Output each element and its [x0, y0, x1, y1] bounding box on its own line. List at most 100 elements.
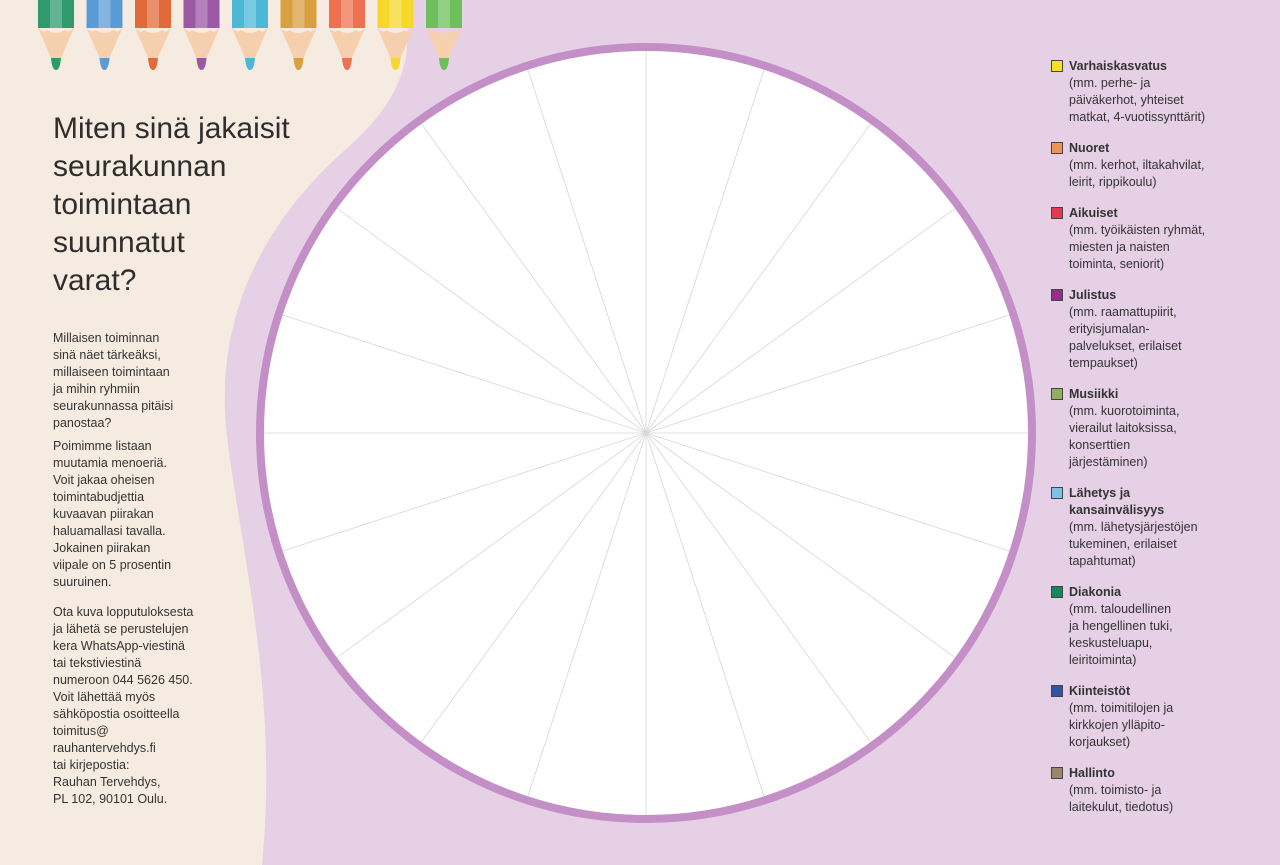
text-line: tai kirjepostia: — [53, 758, 130, 772]
legend-swatch — [1051, 586, 1063, 598]
text-line: sinä näet tärkeäksi, — [53, 348, 161, 362]
pencil — [329, 0, 365, 70]
text-line: ja lähetä se perustelujen — [53, 622, 189, 636]
legend-swatch — [1051, 207, 1063, 219]
legend-name-line: Diakonia — [1069, 585, 1122, 599]
title: Miten sinä jakaisit seurakunnan toimintaan… — [53, 110, 290, 300]
pencil-body — [329, 0, 365, 28]
text-line: sähköpostia osoitteella — [53, 707, 180, 721]
slice-line — [645, 69, 765, 434]
slice-line — [645, 208, 956, 434]
legend-name-line: Hallinto — [1069, 766, 1115, 780]
legend-swatch — [1051, 767, 1063, 779]
pencil-tip — [196, 58, 207, 70]
paragraph: Poimimme listaan muutamia menoeriä. Voit j… — [53, 438, 171, 591]
text-line: tai tekstiviestinä — [53, 656, 142, 670]
pencil-shade — [292, 0, 305, 28]
text-line: keskusteluapu, — [1069, 636, 1153, 650]
text-line: muutamia menoeriä. — [53, 456, 167, 470]
legend-name-line: Nuoret — [1069, 141, 1110, 155]
legend-swatch — [1051, 685, 1063, 697]
pencil-tip — [293, 58, 304, 70]
text-line: tempaukset) — [1069, 356, 1138, 370]
text-line: toimintabudjettia — [53, 490, 145, 504]
legend-text: Musiikki (mm. kuorotoiminta, vierailut lai… — [1069, 386, 1179, 471]
text-line: Rauhan Tervehdys, — [53, 775, 161, 789]
pencil-shade — [244, 0, 256, 28]
text-line: leiritoiminta) — [1069, 653, 1137, 667]
legend-name-line: kansainvälisyys — [1069, 503, 1165, 517]
slice-line — [645, 432, 1010, 552]
text-line: kirkkojen ylläpito- — [1069, 718, 1165, 732]
text-line: leirit, rippikoulu) — [1069, 175, 1157, 189]
slice-line — [421, 432, 647, 743]
pencil-wood — [377, 28, 414, 60]
pencil-wood — [232, 28, 268, 60]
pencil — [38, 0, 74, 70]
paragraph: Ota kuva lopputuloksesta ja lähetä se per… — [53, 604, 193, 808]
pencil-wood — [135, 28, 171, 60]
slice-line — [282, 314, 647, 434]
pencil-body — [86, 0, 123, 28]
left-panel — [0, 0, 408, 865]
pencil — [135, 0, 171, 70]
slice-line — [645, 432, 871, 743]
pencil-body — [183, 0, 220, 28]
text-line: matkat, 4-vuotissynttärit) — [1069, 110, 1206, 124]
pie-slices — [264, 51, 1028, 815]
paragraph: Millaisen toiminnan sinä näet tärkeäksi, m… — [53, 330, 173, 432]
text-line: (mm. lähetysjärjestöjen — [1069, 520, 1198, 534]
legend-text: Julistus (mm. raamattupiirit, erityisjumal… — [1069, 287, 1182, 372]
legend-text: Aikuiset (mm. työikäisten ryhmät, miesten … — [1069, 205, 1205, 273]
pencil-tip — [390, 58, 401, 70]
legend-text: Diakonia (mm. taloudellinen ja hengellinen… — [1069, 584, 1173, 669]
text-line: konserttien — [1069, 438, 1131, 452]
text-line: Ota kuva lopputuloksesta — [53, 605, 194, 619]
text-line: järjestäminen) — [1069, 455, 1148, 469]
pencil-tip — [51, 58, 61, 70]
legend-name-line: Varhaiskasvatus — [1069, 59, 1167, 73]
text-line: toimintaan — [53, 188, 192, 221]
slice-line — [645, 432, 765, 797]
pencil-tip — [245, 58, 255, 70]
text-line: rauhantervehdys.fi — [53, 741, 156, 755]
pencil-shade — [147, 0, 159, 28]
pencil-shade — [341, 0, 353, 28]
pencil-tip — [99, 58, 110, 70]
pencil-shade — [195, 0, 208, 28]
text-line: Poimimme listaan — [53, 439, 152, 453]
pencil-shade — [389, 0, 402, 28]
slice-line — [421, 123, 647, 434]
pencil-body — [377, 0, 414, 28]
text-line: panostaa? — [53, 416, 112, 430]
text-line: Millaisen toiminnan — [53, 331, 160, 345]
legend-name-line: Aikuiset — [1069, 206, 1118, 220]
legend-swatch — [1051, 142, 1063, 154]
text-line: erityisjumalan- — [1069, 322, 1150, 336]
text-line: palvelukset, erilaiset — [1069, 339, 1182, 353]
slice-line — [645, 432, 956, 658]
pencil — [183, 0, 220, 70]
legend-name-line: Julistus — [1069, 288, 1117, 302]
text-line: varat? — [53, 264, 137, 297]
pencil-wood — [183, 28, 220, 60]
text-line: seurakunnan — [53, 150, 227, 183]
text-line: millaiseen toimintaan — [53, 365, 170, 379]
text-line: haluamallasi tavalla. — [53, 524, 166, 538]
text-line: ja mihin ryhmiin — [53, 382, 140, 396]
text-line: (mm. taloudellinen — [1069, 602, 1172, 616]
pencil-tip — [342, 58, 352, 70]
legend-name-line: Lähetys ja — [1069, 486, 1131, 500]
text-line: Voit lähettää myös — [53, 690, 156, 704]
pencil-wood — [329, 28, 365, 60]
text-line: ja hengellinen tuki, — [1069, 619, 1173, 633]
text-line: vierailut laitoksissa, — [1069, 421, 1177, 435]
pencil — [232, 0, 268, 70]
text-line: (mm. kerhot, iltakahvilat, — [1069, 158, 1205, 172]
pencil-body — [426, 0, 462, 28]
pencil-wood — [280, 28, 317, 60]
pencil-shade — [98, 0, 111, 28]
legend-swatch — [1051, 289, 1063, 301]
